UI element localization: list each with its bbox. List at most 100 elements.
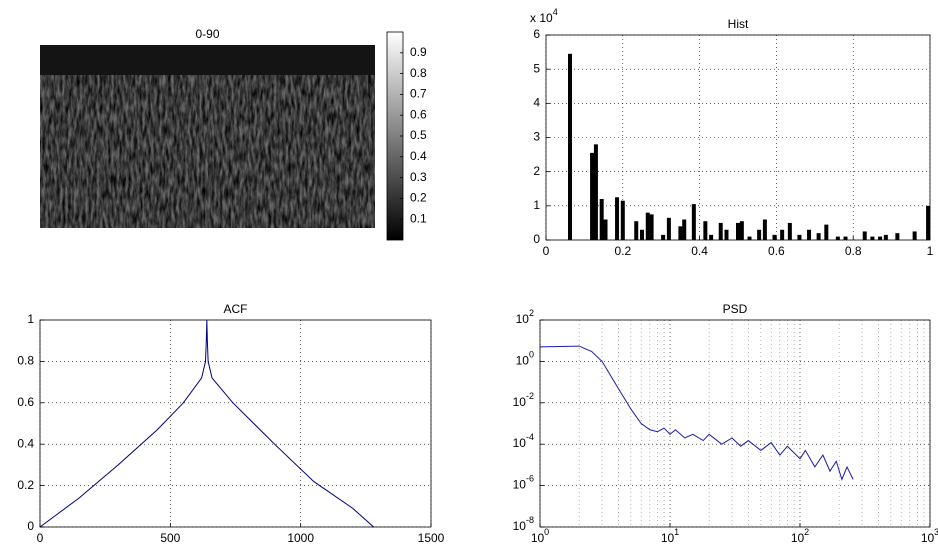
x-tick-label: 0.6: [768, 244, 785, 258]
y-tick-label-base: 10: [513, 519, 527, 533]
y-tick-label-exponent: -4: [526, 433, 534, 443]
colorbar-tick-label: 0.3: [410, 170, 427, 184]
chart-title: 0-90: [195, 27, 219, 41]
y-tick-label: 102: [516, 308, 534, 326]
y-tick-label: 10-2: [513, 391, 534, 409]
x-tick-label: 101: [661, 527, 679, 545]
bar: [724, 229, 729, 240]
x-tick-label: 100: [531, 527, 549, 545]
bar: [568, 53, 572, 240]
bar: [593, 144, 598, 240]
x-tick-label: 0.4: [691, 244, 708, 258]
bar: [649, 214, 654, 240]
bar: [883, 234, 888, 240]
x-tick-label-exponent: 2: [804, 527, 809, 537]
bar: [926, 205, 931, 240]
bar: [862, 231, 867, 240]
y-tick-label: 10-4: [513, 433, 534, 451]
x-tick-label: 103: [921, 527, 938, 545]
bar: [772, 234, 777, 240]
bar: [912, 231, 917, 240]
bar: [895, 233, 900, 240]
y-tick-label: 5: [533, 61, 540, 75]
y-tick-label: 100: [516, 350, 534, 368]
bar: [709, 234, 714, 240]
plot-area: [40, 320, 431, 527]
y-tick-label-base: 10: [516, 354, 530, 368]
x-tick-label-exponent: 1: [674, 527, 679, 537]
colorbar-tick-label: 0.7: [410, 87, 427, 101]
x-tick-label: 1000: [287, 531, 314, 545]
bar: [835, 236, 840, 240]
image-texture: [40, 45, 375, 228]
chart-title: ACF: [224, 302, 248, 316]
x-tick-label: 1: [927, 244, 934, 258]
bar: [678, 226, 683, 240]
bar: [691, 204, 696, 240]
colorbar-tick-label: 0.4: [410, 149, 427, 163]
colorbar-tick-label: 0.5: [410, 128, 427, 142]
y-tick-label: 0: [27, 519, 34, 533]
x-tick-label: 0: [543, 244, 550, 258]
y-multiplier-exponent: 4: [553, 7, 558, 17]
colorbar-tick-label: 0.6: [410, 107, 427, 121]
x-tick-label-base: 10: [531, 531, 545, 545]
bar: [757, 229, 762, 240]
bar: [787, 222, 792, 240]
bar: [824, 224, 829, 240]
y-tick-label: 3: [533, 130, 540, 144]
x-tick-label: 1500: [418, 531, 445, 545]
y-tick-label-base: 10: [513, 478, 527, 492]
y-tick-label-exponent: -8: [526, 515, 534, 525]
bar: [603, 219, 608, 240]
chart-title: PSD: [723, 302, 748, 316]
x-tick-label-exponent: 0: [544, 527, 549, 537]
bar: [870, 236, 875, 240]
bar: [666, 217, 671, 240]
y-tick-label-base: 10: [513, 436, 527, 450]
axes-frame: [545, 34, 931, 241]
plot-area: [540, 320, 930, 527]
bar: [878, 236, 883, 240]
bar: [615, 197, 620, 240]
y-multiplier: x 104: [530, 7, 558, 25]
y-tick-label-base: 10: [513, 395, 527, 409]
bar: [780, 229, 785, 240]
y-tick-label: 10-6: [513, 474, 534, 492]
bar: [816, 233, 821, 240]
bar: [807, 229, 812, 240]
x-tick-label-exponent: 3: [934, 527, 938, 537]
bar: [747, 236, 752, 240]
bar: [762, 219, 767, 240]
bar: [718, 222, 723, 240]
y-tick-label: 1: [533, 198, 540, 212]
x-tick-label: 0: [37, 531, 44, 545]
axes-frame: [539, 319, 931, 528]
bar: [599, 199, 604, 240]
bar: [739, 221, 744, 240]
x-tick-label-base: 10: [791, 531, 805, 545]
y-tick-label-exponent: 2: [529, 308, 534, 318]
y-tick-label: 0.2: [17, 478, 34, 492]
bar: [736, 222, 740, 240]
bar: [797, 234, 802, 240]
data-line: [539, 345, 854, 481]
colorbar-tick-label: 0.2: [410, 191, 427, 205]
y-tick-label: 0.6: [17, 395, 34, 409]
y-tick-label-exponent: 0: [529, 350, 534, 360]
y-tick-label-base: 10: [516, 312, 530, 326]
y-multiplier-base: x 10: [530, 11, 553, 25]
x-tick-label: 102: [791, 527, 809, 545]
colorbar-tick-label: 0.8: [410, 66, 427, 80]
x-tick-label-base: 10: [921, 531, 935, 545]
x-tick-label: 0.2: [614, 244, 631, 258]
y-tick-label-exponent: -2: [526, 391, 534, 401]
y-tick-label: 0: [533, 232, 540, 246]
y-tick-label: 1: [27, 312, 34, 326]
colorbar-tick-label: 0.9: [410, 45, 427, 59]
bar: [590, 152, 595, 240]
bar: [640, 229, 644, 240]
bar: [634, 221, 639, 240]
chart-title: Hist: [728, 17, 749, 31]
